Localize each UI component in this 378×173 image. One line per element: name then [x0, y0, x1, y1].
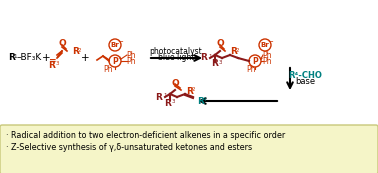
Text: 2: 2: [235, 48, 239, 53]
Text: +: +: [118, 56, 122, 61]
Text: R⁴-CHO: R⁴-CHO: [288, 71, 322, 80]
Text: Ph: Ph: [126, 51, 135, 60]
Text: O: O: [216, 39, 224, 48]
Text: Br: Br: [260, 42, 270, 48]
Text: +: +: [42, 53, 50, 63]
Text: 3: 3: [219, 60, 222, 65]
Text: 2: 2: [77, 48, 81, 53]
Text: R: R: [197, 97, 204, 106]
Text: −: −: [118, 39, 124, 45]
Text: Ph: Ph: [262, 51, 271, 60]
Text: Ph: Ph: [103, 66, 113, 75]
Text: =: =: [49, 57, 57, 66]
Text: Ph: Ph: [262, 57, 271, 66]
Text: blue light: blue light: [158, 52, 194, 61]
Text: +: +: [258, 56, 263, 61]
Text: 1: 1: [14, 54, 17, 59]
Text: R: R: [186, 86, 193, 95]
Text: P: P: [112, 57, 118, 66]
Text: · Z-Selective synthesis of γ,δ-unsaturated ketones and esters: · Z-Selective synthesis of γ,δ-unsaturat…: [6, 143, 252, 153]
Text: 3: 3: [172, 99, 175, 104]
Text: 2: 2: [192, 87, 195, 92]
Text: Ph: Ph: [246, 66, 256, 75]
Text: R: R: [164, 98, 172, 107]
Text: R: R: [72, 48, 79, 57]
Text: base: base: [295, 78, 315, 86]
Text: Br: Br: [111, 42, 119, 48]
Text: O: O: [58, 39, 66, 48]
Text: 4: 4: [203, 97, 206, 102]
Text: R: R: [200, 53, 207, 62]
Text: +: +: [81, 53, 89, 63]
Text: 3: 3: [55, 61, 59, 66]
Text: O: O: [171, 79, 179, 88]
Text: –BF₃K: –BF₃K: [17, 53, 42, 62]
Text: R: R: [8, 53, 15, 62]
Text: −: −: [268, 39, 273, 45]
Text: photocatalyst: photocatalyst: [150, 48, 202, 57]
Text: Ph: Ph: [126, 57, 135, 66]
Text: R: R: [48, 61, 56, 70]
Text: P: P: [252, 57, 258, 66]
Text: · Radical addition to two electron-deficient alkenes in a specific order: · Radical addition to two electron-defic…: [6, 130, 285, 139]
Text: 1: 1: [209, 54, 212, 59]
Text: 1: 1: [164, 93, 167, 98]
Text: R: R: [230, 48, 237, 57]
Text: R: R: [155, 93, 162, 102]
Text: R: R: [212, 60, 218, 69]
FancyBboxPatch shape: [0, 125, 378, 173]
